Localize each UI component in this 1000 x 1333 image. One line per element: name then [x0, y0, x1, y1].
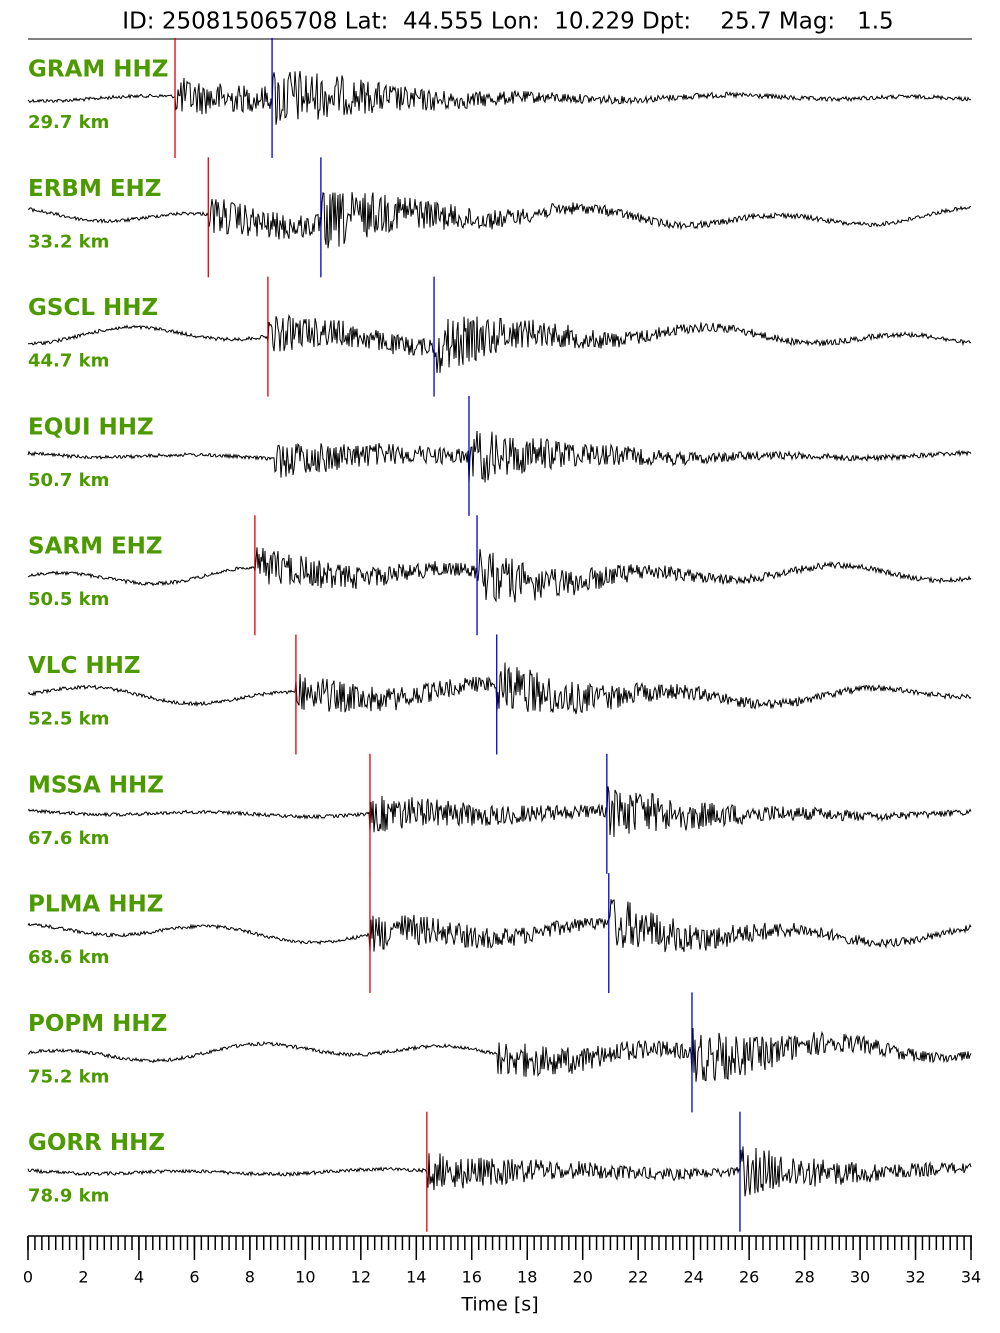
chart-title: ID: 250815065708 Lat: 44.555 Lon: 10.229… [122, 9, 893, 35]
x-tick-label: 16 [462, 1268, 482, 1287]
station-label: PLMA HHZ [28, 892, 163, 918]
x-tick-label: 24 [683, 1268, 703, 1287]
station-label: GRAM HHZ [28, 57, 168, 83]
distance-label: 29.7 km [28, 112, 109, 133]
station-label: POPM HHZ [28, 1011, 167, 1037]
x-tick-label: 28 [794, 1268, 814, 1287]
station-label: GORR HHZ [28, 1130, 165, 1156]
waveform [27, 70, 972, 125]
x-tick-label: 20 [573, 1268, 593, 1287]
station-label: EQUI HHZ [28, 414, 154, 440]
distance-label: 33.2 km [28, 231, 109, 252]
waveform [27, 1027, 972, 1082]
waveform [27, 786, 972, 838]
x-tick-label: 26 [739, 1268, 759, 1287]
waveform [27, 313, 972, 374]
distance-label: 78.9 km [28, 1186, 109, 1207]
waveform [27, 430, 972, 483]
distance-label: 44.7 km [28, 351, 109, 372]
station-label: MSSA HHZ [28, 772, 164, 798]
station-label: GSCL HHZ [28, 295, 158, 321]
distance-label: 68.6 km [28, 947, 109, 968]
station-label: ERBM EHZ [28, 176, 162, 202]
station-label: VLC HHZ [28, 653, 141, 679]
x-tick-label: 30 [850, 1268, 870, 1287]
x-tick-label: 18 [517, 1268, 537, 1287]
distance-label: 67.6 km [28, 828, 109, 849]
x-axis-label: Time [s] [460, 1294, 538, 1316]
station-label: SARM EHZ [28, 534, 163, 560]
x-tick-label: 0 [23, 1268, 33, 1287]
distance-label: 75.2 km [28, 1066, 109, 1087]
x-tick-label: 22 [628, 1268, 648, 1287]
waveform [27, 191, 972, 249]
distance-label: 50.7 km [28, 470, 109, 491]
waveform [27, 1146, 972, 1197]
x-tick-label: 10 [295, 1268, 315, 1287]
x-tick-label: 6 [189, 1268, 199, 1287]
waveform [27, 662, 972, 715]
x-tick-label: 8 [245, 1268, 255, 1287]
x-tick-label: 32 [905, 1268, 925, 1287]
x-tick-label: 4 [134, 1268, 144, 1287]
waveform [27, 899, 972, 953]
x-tick-label: 34 [961, 1268, 981, 1287]
waveform [27, 547, 972, 603]
x-tick-label: 2 [78, 1268, 88, 1287]
x-tick-label: 14 [406, 1268, 426, 1287]
x-tick-label: 12 [351, 1268, 371, 1287]
distance-label: 50.5 km [28, 589, 109, 610]
distance-label: 52.5 km [28, 709, 109, 730]
